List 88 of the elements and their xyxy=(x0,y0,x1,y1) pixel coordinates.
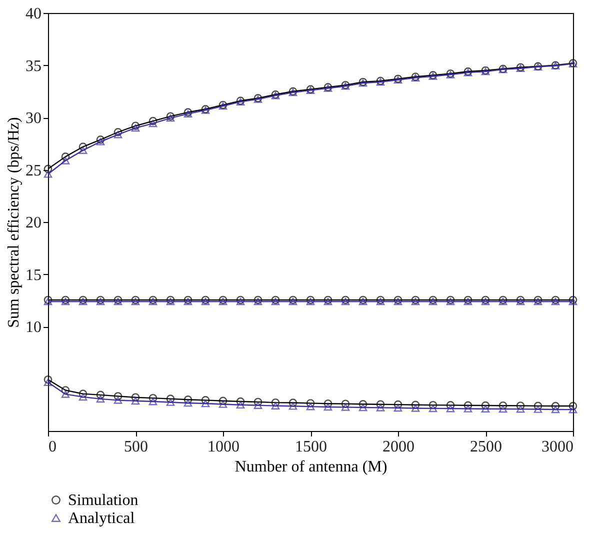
point xyxy=(61,390,70,398)
point xyxy=(131,124,140,132)
point xyxy=(288,402,298,410)
point xyxy=(166,394,175,403)
point xyxy=(254,398,262,406)
y-tick-label: 20 xyxy=(26,214,42,232)
x-tick-label: 500 xyxy=(124,438,148,456)
point xyxy=(534,402,542,410)
point xyxy=(166,398,175,406)
point xyxy=(78,142,88,151)
point xyxy=(551,406,560,414)
y-tick-label: 15 xyxy=(26,266,42,284)
point xyxy=(568,406,578,414)
point xyxy=(96,390,105,400)
point xyxy=(498,401,508,410)
y-tick-label: 40 xyxy=(26,6,42,22)
point xyxy=(498,405,508,413)
point xyxy=(428,404,438,412)
point xyxy=(411,404,420,412)
y-tick-label: 30 xyxy=(26,110,42,127)
point xyxy=(148,394,158,402)
point xyxy=(464,401,472,410)
point xyxy=(184,396,192,404)
x-tick-label: 0 xyxy=(48,438,56,456)
point xyxy=(376,404,385,412)
point xyxy=(271,402,280,410)
point xyxy=(61,156,70,164)
point xyxy=(394,400,402,409)
point xyxy=(324,403,332,411)
point xyxy=(534,406,542,413)
point xyxy=(44,375,52,384)
point xyxy=(78,393,88,401)
point xyxy=(481,401,490,410)
point xyxy=(376,400,385,408)
point xyxy=(78,390,88,398)
point xyxy=(148,120,158,128)
point xyxy=(254,402,262,409)
point xyxy=(481,405,490,413)
point xyxy=(218,396,228,406)
point xyxy=(516,405,525,413)
x-tick-label: 2000 xyxy=(382,438,414,456)
point xyxy=(114,130,122,138)
point xyxy=(184,399,192,407)
point xyxy=(428,400,438,410)
point xyxy=(446,401,455,410)
point xyxy=(44,378,52,386)
point xyxy=(271,398,280,407)
x-tick-label: 2500 xyxy=(470,438,502,456)
point xyxy=(218,400,228,408)
point xyxy=(341,400,350,408)
point xyxy=(288,398,298,407)
point xyxy=(446,404,455,412)
point xyxy=(306,399,315,408)
x-tick-label: 1500 xyxy=(295,438,327,456)
point xyxy=(341,404,350,411)
legend-label: Analytical xyxy=(68,510,136,527)
point xyxy=(131,397,140,405)
point xyxy=(114,396,122,404)
y-axis-title: Sum spectral efficiency (bps/Hz) xyxy=(6,117,22,328)
point xyxy=(61,152,70,161)
y-tick-label: 25 xyxy=(26,162,42,180)
point xyxy=(114,392,122,400)
point xyxy=(306,402,315,410)
y-tick-label: 35 xyxy=(26,58,42,75)
x-axis-title: Number of antenna (M) xyxy=(234,458,388,476)
point xyxy=(148,116,158,126)
x-tick-label: 1000 xyxy=(208,438,240,456)
point xyxy=(411,400,420,410)
point xyxy=(516,402,525,410)
point xyxy=(358,404,368,412)
point xyxy=(96,395,105,403)
point xyxy=(394,404,402,412)
point xyxy=(61,386,70,394)
point xyxy=(568,402,578,410)
point xyxy=(358,400,368,408)
point xyxy=(201,400,210,408)
point xyxy=(236,401,245,409)
point xyxy=(148,398,158,406)
y-tick-label: 10 xyxy=(26,319,42,336)
point xyxy=(131,393,140,402)
point xyxy=(78,146,88,154)
point xyxy=(464,405,472,412)
point xyxy=(551,402,560,410)
point xyxy=(201,396,210,404)
point xyxy=(236,397,245,406)
x-tick-label: 3000 xyxy=(542,438,574,456)
point xyxy=(324,399,332,408)
legend-label: Simulation xyxy=(68,492,138,509)
